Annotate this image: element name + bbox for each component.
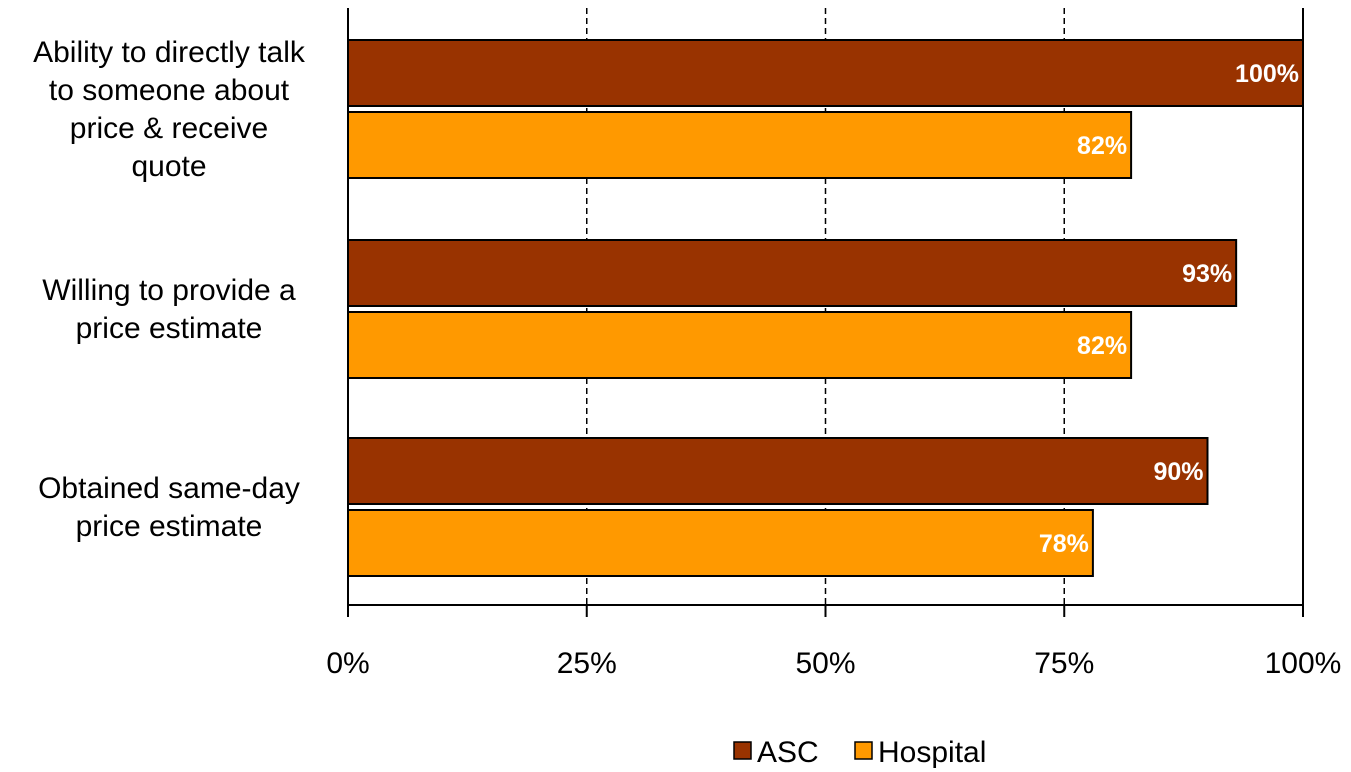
- data-label-hospital-2: 82%: [1077, 332, 1127, 360]
- x-tick-label: 75%: [1034, 647, 1094, 680]
- legend: ASC Hospital: [733, 736, 986, 769]
- category-label-3: Obtained same-day price estimate: [38, 472, 300, 543]
- category-label-1: Ability to directly talk to someone about…: [33, 36, 306, 183]
- bars: [347, 39, 1304, 577]
- data-labels: 100% 82% 93% 82% 90% 78%: [1039, 60, 1299, 558]
- tick-labels: 0% 25% 50% 75% 100%: [326, 647, 1341, 680]
- category-label-line: price estimate: [76, 510, 263, 543]
- category-label-line: to someone about: [49, 74, 290, 107]
- axes: [347, 8, 1304, 617]
- legend-label-asc: ASC: [757, 736, 819, 769]
- bar-hospital-1: [347, 111, 1133, 179]
- legend-swatch-asc: [733, 741, 752, 760]
- legend-swatch-hospital: [854, 741, 873, 760]
- x-tick-label: 100%: [1265, 647, 1342, 680]
- x-tick-label: 0%: [326, 647, 369, 680]
- data-label-asc-1: 100%: [1235, 60, 1299, 88]
- category-label-line: Ability to directly talk: [33, 36, 306, 69]
- bar-asc-1: [347, 39, 1304, 107]
- bar-asc-2: [347, 239, 1238, 307]
- data-label-hospital-3: 78%: [1039, 530, 1089, 558]
- category-label-2: Willing to provide a price estimate: [42, 274, 296, 345]
- bar-hospital-2: [347, 311, 1133, 379]
- category-labels: Ability to directly talk to someone about…: [33, 36, 306, 543]
- data-label-asc-3: 90%: [1153, 458, 1203, 486]
- data-label-asc-2: 93%: [1182, 260, 1232, 288]
- category-label-line: Obtained same-day: [38, 472, 300, 505]
- category-label-line: Willing to provide a: [42, 274, 296, 307]
- category-label-line: quote: [131, 150, 206, 183]
- x-tick-label: 25%: [557, 647, 617, 680]
- category-label-line: price & receive: [70, 112, 268, 145]
- x-tick-label: 50%: [795, 647, 855, 680]
- data-label-hospital-1: 82%: [1077, 132, 1127, 160]
- legend-label-hospital: Hospital: [878, 736, 986, 769]
- bar-asc-3: [347, 437, 1209, 505]
- bar-hospital-3: [347, 509, 1094, 577]
- category-label-line: price estimate: [76, 312, 263, 345]
